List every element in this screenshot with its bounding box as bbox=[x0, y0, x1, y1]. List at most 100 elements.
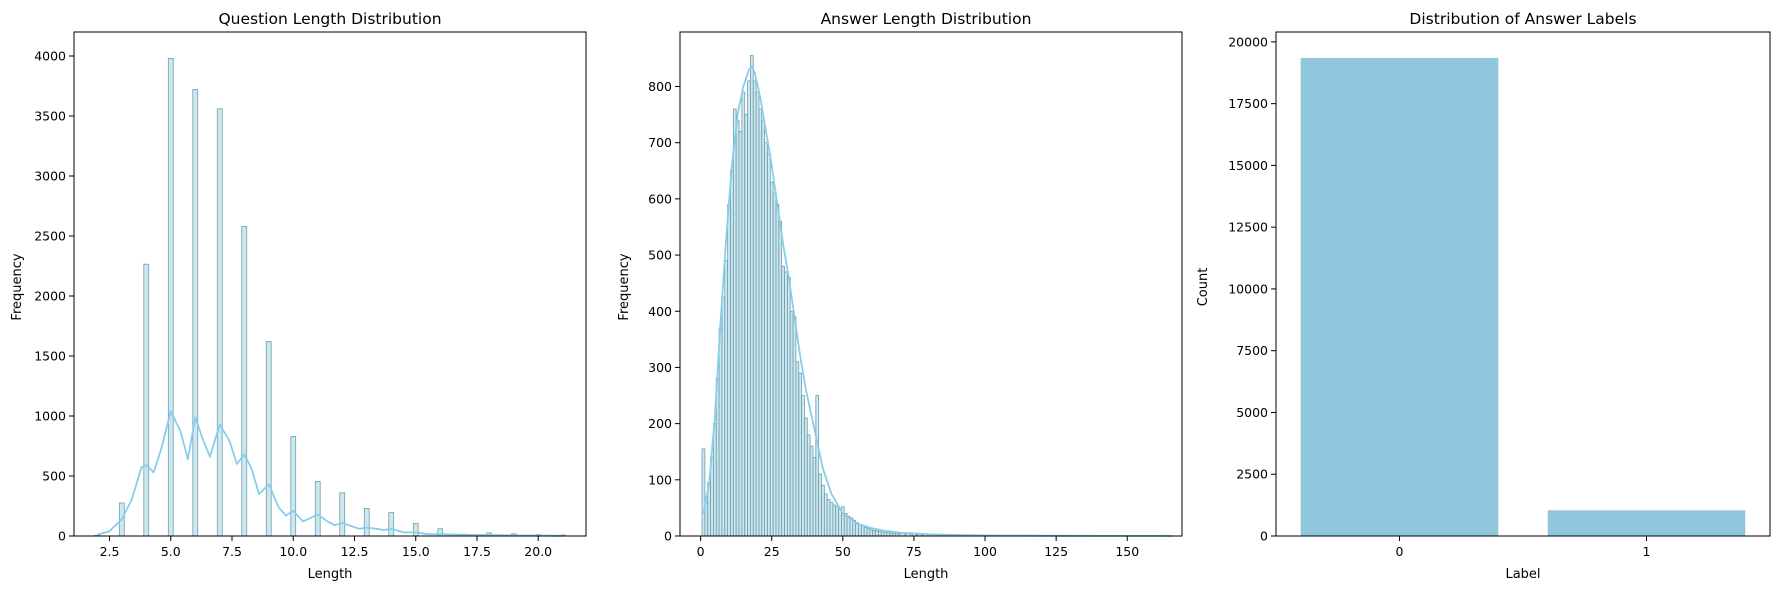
histogram-bar bbox=[772, 192, 777, 537]
chart-title: Answer Length Distribution bbox=[821, 10, 1032, 28]
histogram-bar bbox=[738, 131, 743, 537]
histogram-bar bbox=[818, 473, 822, 537]
y-tick-label: 0 bbox=[664, 529, 672, 544]
y-tick-label: 200 bbox=[648, 416, 672, 431]
histogram-bar bbox=[741, 91, 746, 537]
x-tick-label: 1 bbox=[1643, 544, 1651, 559]
histogram-bar bbox=[775, 204, 780, 537]
histogram-bar bbox=[747, 80, 751, 537]
histogram-bar bbox=[701, 448, 706, 537]
histogram-bar bbox=[778, 220, 783, 537]
x-tick-label: 150 bbox=[1115, 544, 1139, 559]
answer-length-chart: Answer Length Distribution Length Freque… bbox=[617, 10, 1183, 582]
histogram-bar bbox=[363, 507, 370, 537]
y-tick-label: 7500 bbox=[1236, 343, 1268, 358]
y-tick-label: 5000 bbox=[1236, 405, 1268, 420]
chart-title: Distribution of Answer Labels bbox=[1409, 10, 1636, 28]
y-tick-label: 15000 bbox=[1228, 158, 1268, 173]
histogram-bar bbox=[869, 529, 874, 537]
x-tick-label: 0 bbox=[1396, 544, 1404, 559]
answer-labels-chart: Distribution of Answer Labels Label Coun… bbox=[1196, 10, 1771, 582]
kde-line bbox=[702, 65, 1173, 537]
x-axis-label: Length bbox=[308, 567, 353, 582]
y-tick-label: 2500 bbox=[34, 229, 66, 244]
y-tick-label: 1500 bbox=[34, 349, 66, 364]
histogram-bar bbox=[290, 435, 297, 537]
histogram-bar bbox=[826, 499, 831, 537]
x-tick-label: 0 bbox=[697, 544, 705, 559]
y-tick-label: 20000 bbox=[1228, 34, 1268, 49]
x-tick-label: 125 bbox=[1044, 544, 1068, 559]
histogram-bar bbox=[829, 501, 834, 537]
x-tick-label: 7.5 bbox=[222, 544, 242, 559]
y-tick-label: 0 bbox=[58, 529, 66, 544]
histogram-bars bbox=[94, 58, 566, 537]
histogram-bar bbox=[838, 508, 842, 537]
histogram-bar bbox=[872, 529, 876, 537]
y-tick-label: 500 bbox=[42, 469, 66, 484]
histogram-bar bbox=[735, 119, 740, 537]
histogram-bar bbox=[795, 361, 800, 537]
histogram-bar bbox=[730, 170, 734, 537]
histogram-bar bbox=[388, 512, 395, 537]
kde-line bbox=[97, 410, 563, 537]
histogram-bar bbox=[192, 89, 199, 537]
histogram-bar bbox=[880, 531, 885, 537]
bar-label-0 bbox=[1300, 57, 1499, 537]
histogram-bar bbox=[860, 525, 865, 537]
plot-frame bbox=[73, 31, 587, 537]
histogram-bar bbox=[863, 527, 868, 537]
histogram-bar bbox=[792, 316, 797, 537]
histogram-bar bbox=[718, 327, 723, 537]
x-tick-label: 20.0 bbox=[524, 544, 552, 559]
x-axis-label: Label bbox=[1505, 567, 1540, 582]
histogram-bar bbox=[713, 423, 717, 537]
histogram-bar bbox=[167, 58, 174, 537]
histogram-bar bbox=[877, 531, 882, 537]
histogram-bar bbox=[801, 395, 805, 537]
histogram-bar bbox=[412, 523, 419, 537]
histogram-bar bbox=[761, 119, 766, 537]
y-tick-label: 2500 bbox=[1236, 467, 1268, 482]
question-length-chart: Question Length Distribution Length Freq… bbox=[10, 10, 587, 582]
histogram-bar bbox=[758, 108, 763, 537]
x-tick-label: 2.5 bbox=[100, 544, 120, 559]
histogram-bar bbox=[755, 91, 760, 537]
histogram-bar bbox=[732, 108, 737, 537]
histogram-bar bbox=[769, 181, 774, 537]
x-axis-label: Length bbox=[904, 567, 949, 582]
y-tick-label: 2000 bbox=[34, 289, 66, 304]
histogram-bar bbox=[724, 260, 729, 537]
x-tick-label: 75 bbox=[906, 544, 922, 559]
histogram-bar bbox=[883, 532, 888, 537]
histogram-bar bbox=[216, 108, 223, 537]
histogram-bar bbox=[767, 153, 771, 537]
histogram-bar bbox=[858, 524, 862, 537]
histogram-bar bbox=[143, 263, 150, 537]
histogram-bar bbox=[809, 445, 814, 537]
histogram-bar bbox=[764, 142, 768, 537]
x-tick-label: 25 bbox=[764, 544, 780, 559]
histogram-bar bbox=[804, 417, 808, 537]
y-tick-label: 300 bbox=[648, 360, 672, 375]
histogram-bar bbox=[784, 271, 788, 537]
histogram-bar bbox=[749, 55, 754, 537]
x-tick-label: 100 bbox=[973, 544, 997, 559]
y-tick-label: 700 bbox=[648, 135, 672, 150]
y-axis-label: Frequency bbox=[617, 253, 632, 320]
histogram-bar bbox=[314, 480, 321, 537]
histogram-bar bbox=[823, 493, 828, 537]
histogram-bar bbox=[821, 485, 825, 537]
histogram-bar bbox=[339, 492, 346, 537]
histogram-bars bbox=[701, 55, 1039, 537]
y-axis-label: Count bbox=[1196, 268, 1211, 307]
x-tick-label: 17.5 bbox=[463, 544, 491, 559]
y-tick-label: 500 bbox=[648, 248, 672, 263]
histogram-bar bbox=[241, 225, 248, 537]
plot-frame bbox=[1275, 31, 1771, 537]
histogram-bar bbox=[866, 528, 871, 537]
histogram-bar bbox=[886, 532, 891, 537]
histogram-bar bbox=[727, 204, 731, 537]
histogram-bar bbox=[806, 434, 811, 537]
